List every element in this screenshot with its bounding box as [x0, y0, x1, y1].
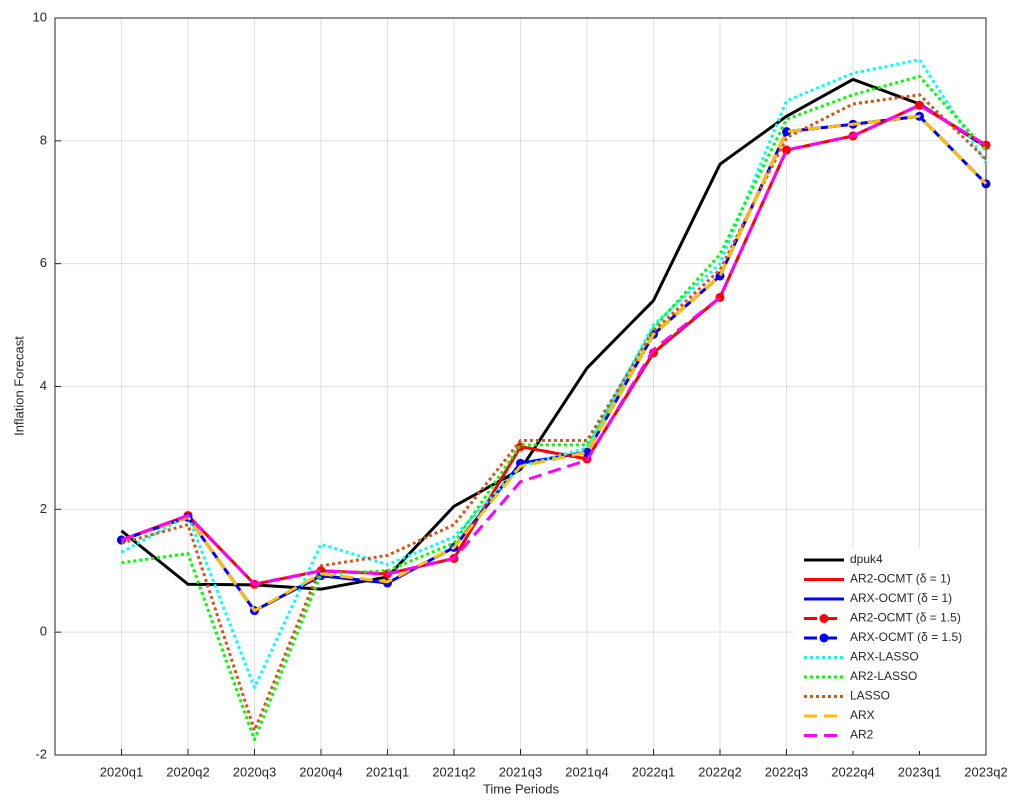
- x-tick-label: 2020q3: [233, 764, 276, 779]
- series-line: [120, 103, 987, 586]
- legend-label: AR2-OCMT (δ = 1.5): [850, 611, 961, 625]
- y-axis-label: Inflation Forecast: [11, 336, 26, 436]
- legend-label: ARX-OCMT (δ = 1): [850, 591, 952, 605]
- legend-label: AR2-OCMT (δ = 1): [850, 572, 951, 586]
- series-line: [121, 93, 988, 732]
- legend-label: ARX: [850, 708, 875, 722]
- y-tick-label: 10: [33, 9, 47, 24]
- legend-label: ARX-LASSO: [850, 650, 919, 664]
- series-marker: [782, 145, 791, 155]
- x-tick-label: 2020q2: [166, 764, 209, 779]
- x-tick-label: 2021q4: [565, 764, 608, 779]
- legend-label: ARX-OCMT (δ = 1.5): [850, 630, 962, 644]
- x-axis-label: Time Periods: [483, 781, 560, 796]
- series-marker: [782, 127, 791, 137]
- legend-label: LASSO: [850, 689, 890, 703]
- legend-marker: [819, 614, 829, 623]
- y-tick-label: 8: [40, 132, 47, 147]
- x-tick-label: 2021q3: [499, 764, 542, 779]
- x-tick-label: 2022q4: [831, 764, 874, 779]
- series-line: [121, 114, 988, 613]
- series-line: [120, 77, 987, 591]
- series-line: [120, 58, 988, 689]
- plot-frame: [54, 17, 987, 756]
- y-tick-label: 2: [40, 501, 47, 516]
- x-tick-label: 2023q2: [964, 764, 1007, 779]
- x-tick-label: 2021q2: [432, 764, 475, 779]
- y-tick-label: -2: [35, 746, 47, 761]
- x-tick-label: 2022q2: [698, 764, 741, 779]
- y-tick-label: 6: [40, 255, 47, 270]
- x-tick-label: 2020q4: [299, 764, 342, 779]
- x-tick-label: 2022q1: [632, 764, 675, 779]
- x-tick-label: 2023q1: [898, 764, 941, 779]
- legend-label: AR2: [850, 728, 874, 742]
- y-tick-label: 4: [40, 378, 47, 393]
- legend-label: dpuk4: [850, 552, 883, 566]
- legend-label: AR2-LASSO: [850, 669, 917, 683]
- x-tick-label: 2020q1: [100, 764, 143, 779]
- x-tick-label: 2021q1: [366, 764, 409, 779]
- y-tick-label: 0: [40, 624, 47, 639]
- legend-marker: [819, 633, 829, 643]
- x-tick-label: 2022q3: [765, 764, 808, 779]
- series-line: [121, 74, 988, 742]
